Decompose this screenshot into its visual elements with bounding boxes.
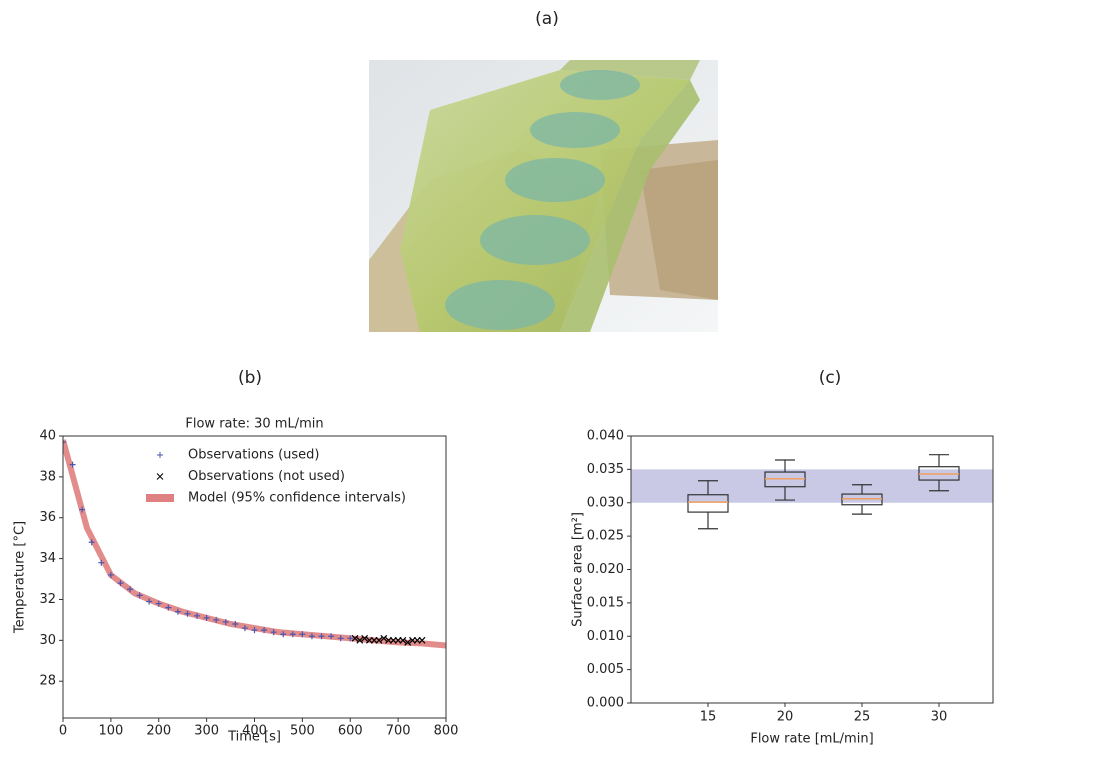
- x-tick-label: 25: [854, 710, 871, 725]
- observation-marker: [127, 586, 134, 593]
- x-tick-label: 300: [194, 724, 219, 739]
- y-tick-label: 0.035: [587, 462, 624, 477]
- y-tick-label: 30: [39, 633, 56, 648]
- observation-marker: [404, 638, 412, 646]
- panel-label: (b): [238, 368, 262, 388]
- observation-marker: [351, 634, 359, 642]
- legend-swatch: [157, 452, 163, 458]
- observation-marker: [337, 635, 344, 642]
- y-tick-label: 34: [39, 551, 56, 566]
- legend-swatch: [146, 494, 174, 502]
- y-tick-label: 38: [39, 469, 56, 484]
- x-axis-label: Flow rate [mL/min]: [750, 732, 873, 747]
- observation-marker: [88, 539, 95, 546]
- observation-marker: [418, 636, 426, 644]
- y-tick-label: 28: [39, 674, 56, 689]
- observation-marker: [63, 439, 66, 446]
- x-tick-label: 30: [931, 710, 948, 725]
- x-axis-label: Time [s]: [227, 730, 281, 745]
- chart-title: Flow rate: 30 mL/min: [185, 417, 323, 432]
- panel-label: (a): [535, 9, 559, 29]
- observation-marker: [261, 627, 268, 634]
- observation-marker: [289, 631, 296, 638]
- observation-marker: [232, 621, 239, 627]
- x-tick-label: 0: [59, 724, 67, 739]
- observation-marker: [270, 629, 277, 636]
- y-tick-label: 0.020: [587, 562, 624, 577]
- y-axis-label: Temperature [°C]: [13, 521, 28, 634]
- observation-marker: [399, 636, 407, 644]
- y-tick-label: 0.015: [587, 595, 624, 610]
- legend-label: Model (95% confidence intervals): [188, 491, 406, 506]
- y-tick-label: 32: [39, 592, 56, 607]
- observation-marker: [241, 625, 248, 632]
- observation-marker: [251, 627, 258, 634]
- photo: [369, 60, 718, 332]
- x-tick-label: 500: [290, 724, 315, 739]
- observation-marker: [69, 461, 76, 468]
- plot-area: [63, 439, 446, 649]
- x-tick-label: 400: [242, 724, 267, 739]
- x-tick-label: 20: [777, 710, 794, 725]
- y-tick-label: 0.000: [587, 696, 624, 711]
- y-tick-label: 0.005: [587, 662, 624, 677]
- observation-marker: [375, 636, 383, 644]
- observation-marker: [213, 616, 220, 623]
- y-tick-label: 36: [39, 510, 56, 525]
- y-tick-label: 0.030: [587, 495, 624, 510]
- observation-marker: [222, 618, 229, 625]
- observation-marker: [98, 559, 105, 566]
- observation-marker: [117, 580, 124, 587]
- observation-marker: [380, 634, 388, 642]
- plot-frame: [62, 435, 447, 719]
- observation-marker: [174, 608, 181, 615]
- observation-marker: [328, 633, 335, 640]
- x-tick-label: 200: [146, 724, 171, 739]
- observation-marker: [280, 631, 287, 638]
- reference-band: [631, 469, 993, 503]
- observation-marker: [194, 612, 201, 619]
- observation-marker: [146, 598, 153, 605]
- y-tick-label: 0.040: [587, 429, 624, 444]
- observation-marker: [356, 636, 364, 644]
- observation-marker: [107, 571, 114, 578]
- observation-marker: [203, 614, 210, 621]
- x-tick-label: 800: [434, 724, 459, 739]
- legend-label: Observations (used): [188, 448, 319, 463]
- observation-marker: [155, 600, 162, 607]
- observation-marker: [184, 610, 191, 617]
- x-tick-label: 700: [386, 724, 411, 739]
- observation-marker: [308, 633, 315, 640]
- x-tick-label: 600: [338, 724, 363, 739]
- observation-marker: [79, 506, 86, 513]
- y-tick-label: 40: [39, 429, 56, 444]
- panel-label: (c): [819, 368, 842, 388]
- observation-marker: [347, 635, 354, 642]
- observation-marker: [361, 634, 369, 642]
- x-tick-label: 15: [700, 710, 717, 725]
- x-tick-label: 100: [98, 724, 123, 739]
- observation-marker: [318, 633, 325, 640]
- observation-marker: [136, 592, 143, 599]
- legend-label: Observations (not used): [188, 469, 345, 484]
- y-tick-label: 0.025: [587, 529, 624, 544]
- box: [687, 494, 729, 513]
- plot-frame: [630, 435, 994, 704]
- observation-marker: [299, 631, 306, 638]
- observation-marker: [165, 604, 172, 611]
- y-tick-label: 0.010: [587, 629, 624, 644]
- y-axis-label: Surface area [m²]: [571, 512, 586, 627]
- legend-swatch: [156, 473, 164, 480]
